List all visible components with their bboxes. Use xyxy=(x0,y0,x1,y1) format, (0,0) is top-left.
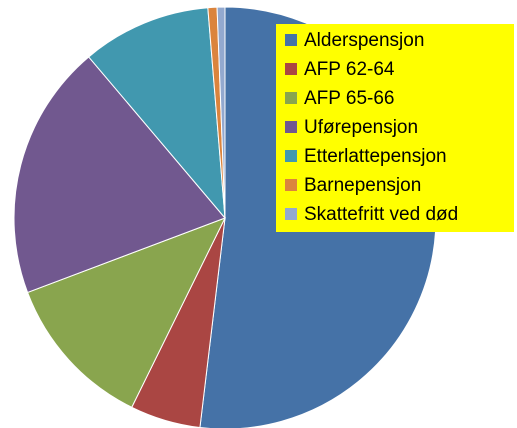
legend-swatch xyxy=(285,208,297,220)
legend-swatch xyxy=(285,92,297,104)
legend-label: Etterlattepensjon xyxy=(304,146,447,167)
pie-slice xyxy=(26,217,227,408)
legend-swatch xyxy=(285,150,297,162)
legend-swatch xyxy=(285,121,297,133)
legend-label: AFP 65-66 xyxy=(304,88,394,109)
legend-label: Uførepensjon xyxy=(304,117,418,138)
pie-slice xyxy=(216,6,226,219)
legend-label: AFP 62-64 xyxy=(304,59,395,80)
legend-swatch xyxy=(285,34,297,46)
legend-swatch xyxy=(285,63,297,75)
legend-swatch xyxy=(285,179,297,191)
pie-slice xyxy=(13,56,226,294)
pie-slice xyxy=(87,7,226,220)
legend-label: Alderspensjon xyxy=(304,30,424,51)
legend-label: Barnepensjon xyxy=(304,175,421,196)
legend-box xyxy=(276,24,514,232)
legend: Alderspensjon AFP 62-64 AFP 65-66 Uførepens… xyxy=(285,30,458,225)
legend-label: Skattefritt ved død xyxy=(304,204,458,225)
